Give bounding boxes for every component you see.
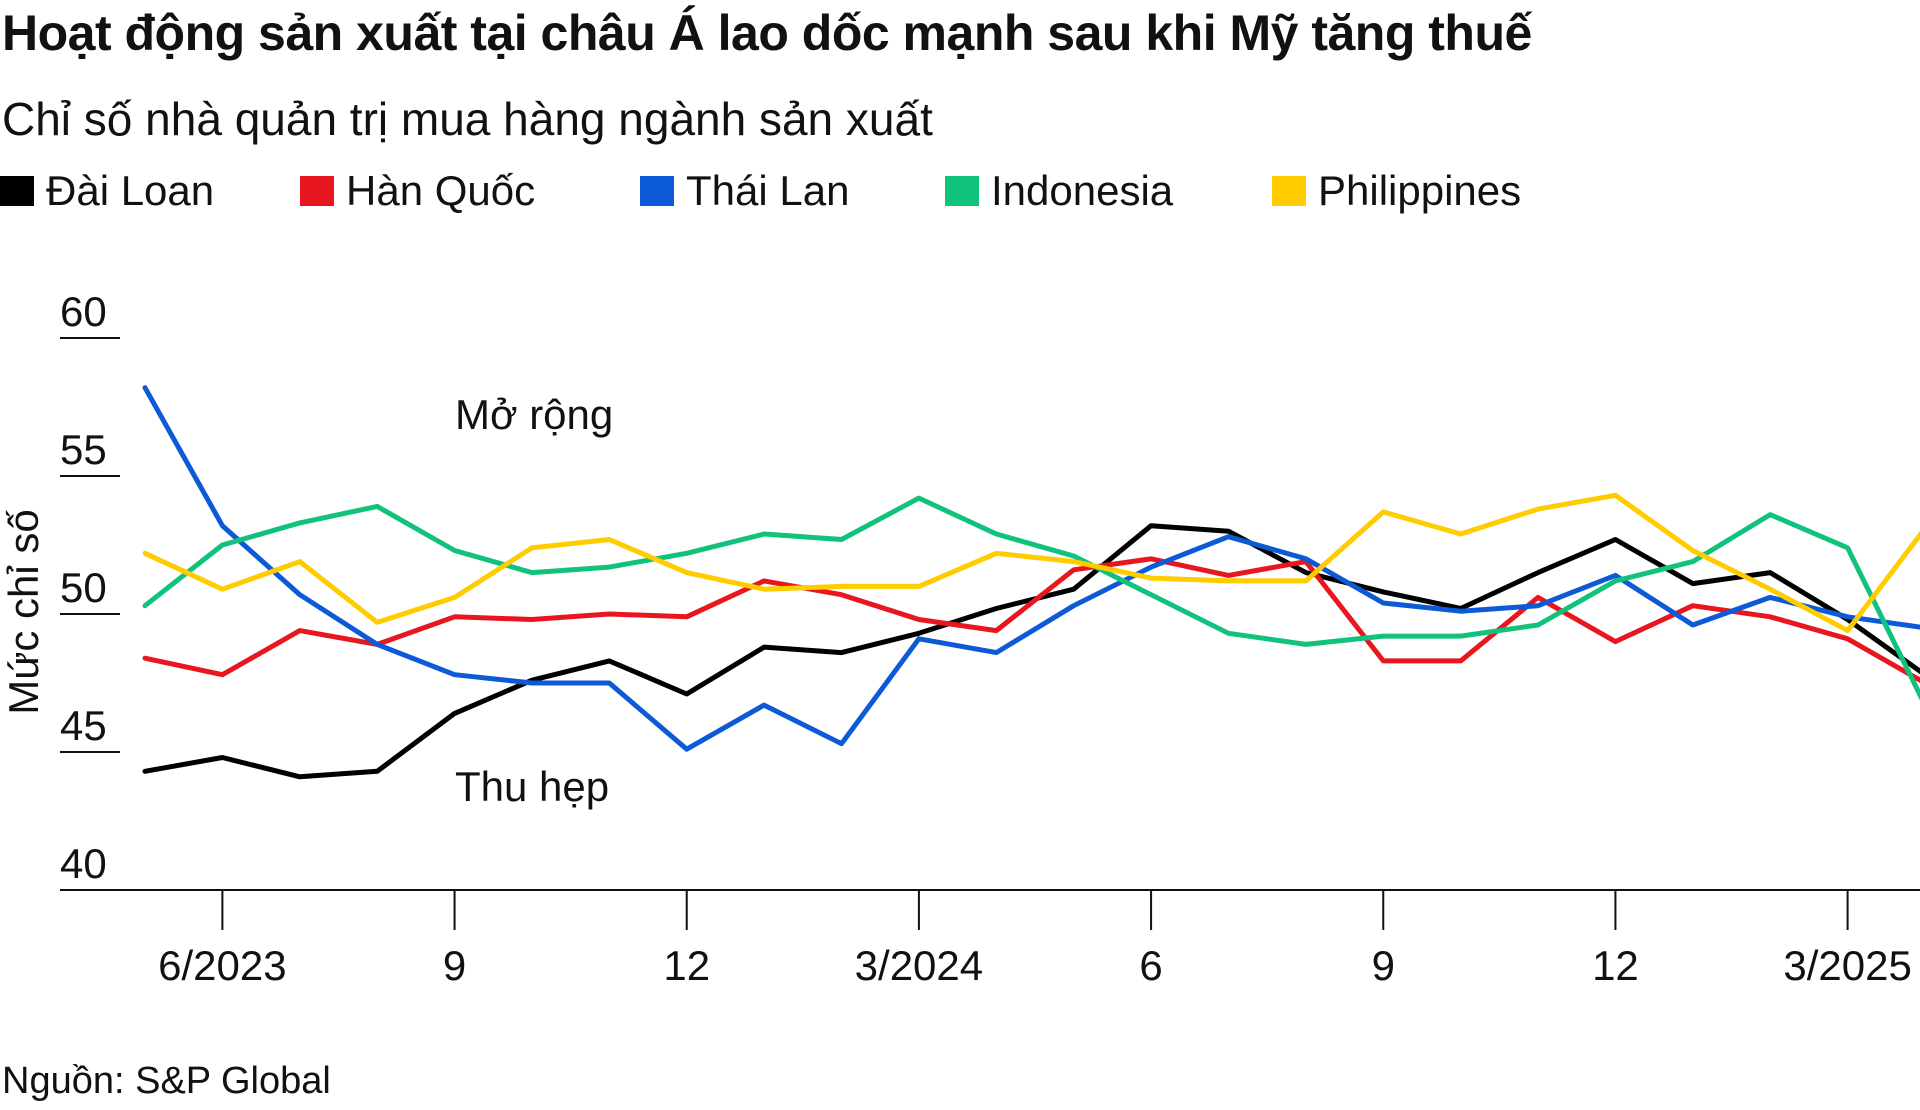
- x-tick-label: 12: [1592, 942, 1639, 989]
- y-tick-label: 50: [60, 564, 107, 611]
- y-tick-label: 40: [60, 840, 107, 887]
- y-axis: 40 45 50 55 60: [60, 288, 1920, 891]
- source-note: Nguồn: S&P Global: [2, 1060, 331, 1102]
- legend-label-korea: Hàn Quốc: [346, 167, 536, 214]
- y-axis-label: Mức chỉ số: [0, 509, 47, 715]
- x-tick-label: 6: [1139, 942, 1162, 989]
- legend-swatch-taiwan: [0, 176, 34, 206]
- legend-label-thailand: Thái Lan: [686, 167, 850, 214]
- annotation-expansion: Mở rộng: [455, 391, 613, 438]
- legend-swatch-korea: [300, 176, 334, 206]
- chart-plot: 40 45 50 55 60 6/2023 9 12 3/2024 6 9 12 3/2025 Mở …: [0, 288, 1920, 989]
- x-tick-label: 9: [443, 942, 466, 989]
- series-line-taiwan: [142, 523, 1920, 780]
- legend: Đài Loan Hàn Quốc Thái Lan Indonesia Phi…: [0, 166, 1920, 216]
- series-line-korea: [142, 556, 1920, 684]
- legend-item-korea: Hàn Quốc: [300, 166, 535, 216]
- legend-item-indonesia: Indonesia: [945, 166, 1173, 216]
- series-lines: [142, 385, 1920, 780]
- legend-swatch-indonesia: [945, 176, 979, 206]
- legend-label-philippines: Philippines: [1318, 167, 1522, 214]
- annotation-contraction: Thu hẹp: [455, 763, 609, 810]
- legend-label-taiwan: Đài Loan: [46, 167, 215, 214]
- legend-item-taiwan: Đài Loan: [0, 166, 214, 216]
- series-line-indonesia: [142, 495, 1920, 701]
- x-tick-label: 9: [1372, 942, 1395, 989]
- legend-swatch-philippines: [1272, 176, 1306, 206]
- x-tick-label: 3/2024: [855, 942, 983, 989]
- chart-subtitle: Chỉ số nhà quản trị mua hàng ngành sản x…: [2, 93, 933, 145]
- chart-title: Hoạt động sản xuất tại châu Á lao dốc mạ…: [2, 5, 1532, 61]
- series-line-philippines: [142, 492, 1920, 634]
- legend-item-thailand: Thái Lan: [640, 166, 849, 216]
- x-tick-label: 12: [663, 942, 710, 989]
- legend-swatch-thailand: [640, 176, 674, 206]
- y-tick-label: 45: [60, 702, 107, 749]
- legend-item-philippines: Philippines: [1272, 166, 1521, 216]
- legend-label-indonesia: Indonesia: [991, 167, 1174, 214]
- y-tick-label: 55: [60, 426, 107, 473]
- x-tick-label: 3/2025: [1783, 942, 1911, 989]
- x-axis: 6/2023 9 12 3/2024 6 9 12 3/2025: [158, 890, 1912, 989]
- y-tick-label: 60: [60, 288, 107, 335]
- series-line-thailand: [142, 385, 1920, 752]
- x-tick-label: 6/2023: [158, 942, 286, 989]
